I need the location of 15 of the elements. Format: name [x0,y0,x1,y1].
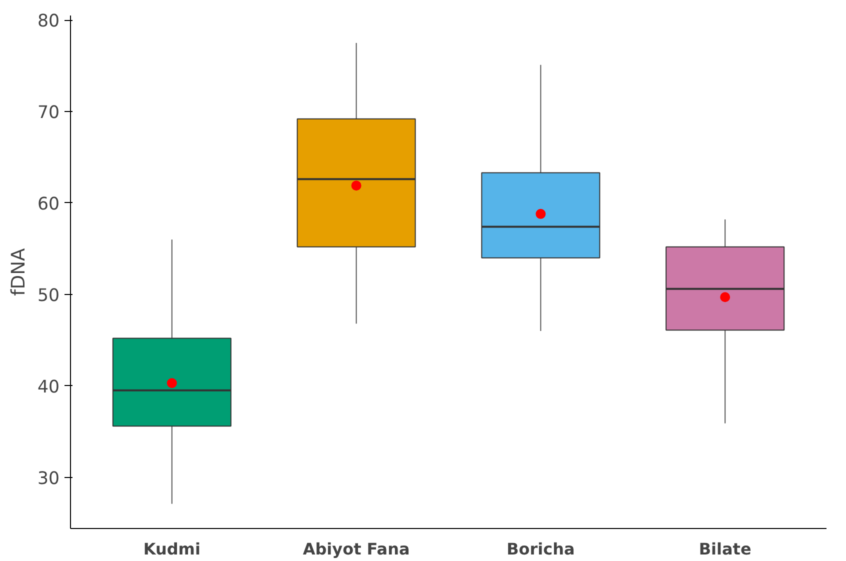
y-tick-label: 80 [37,12,60,32]
y-axis-title: fDNA [8,248,30,296]
y-tick-label: 40 [37,377,60,398]
point [720,292,730,302]
y-tick-label: 60 [37,194,60,214]
y-tick-label: 30 [37,468,60,489]
x-tick-label: Kudmi [143,540,200,558]
point [351,180,362,191]
point [536,208,546,219]
x-tick-label: Boricha [506,540,575,558]
y-tick-label: 70 [37,103,60,124]
point [166,378,177,388]
y-tick-label: 50 [37,286,60,306]
x-tick-label: Bilate [698,540,752,558]
x-tick-label: Abiyot Fana [302,540,410,558]
